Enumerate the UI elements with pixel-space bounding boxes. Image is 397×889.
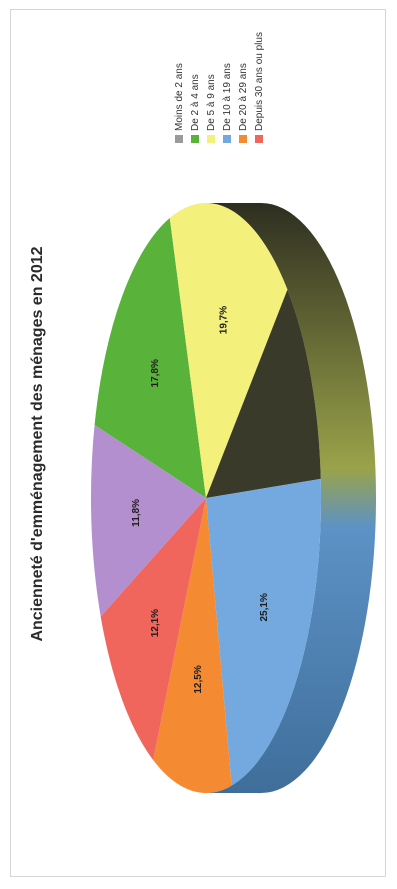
legend-item: De 10 à 19 ans xyxy=(219,32,235,143)
slice-label: 19,7% xyxy=(218,306,229,334)
slice-label: 25,1% xyxy=(259,593,270,621)
pie-chart: 17,8% 19,7% 25,1% 12,5% 12,1% 11,8% xyxy=(91,203,376,793)
legend-label: De 2 à 4 ans xyxy=(189,74,201,131)
pie-slice xyxy=(91,425,206,617)
legend-item: De 5 à 9 ans xyxy=(203,32,219,143)
pie-slice xyxy=(206,289,321,498)
legend-swatch xyxy=(207,135,215,143)
legend-label: De 20 à 29 ans xyxy=(237,63,249,131)
legend-swatch xyxy=(191,135,199,143)
legend-label: Moins de 2 ans xyxy=(173,63,185,131)
slice-label: 12,5% xyxy=(193,665,204,693)
chart-frame: Ancienneté d'emménagement des ménages en… xyxy=(10,9,386,877)
pie-slice xyxy=(94,218,206,498)
legend: Moins de 2 ans De 2 à 4 ans De 5 à 9 ans… xyxy=(171,32,267,143)
legend-item: De 20 à 29 ans xyxy=(235,32,251,143)
slice-label: 17,8% xyxy=(150,359,161,387)
slice-label: 12,1% xyxy=(150,609,161,637)
legend-swatch xyxy=(239,135,247,143)
legend-swatch xyxy=(223,135,231,143)
legend-swatch xyxy=(255,135,263,143)
chart-rotated-layer: Ancienneté d'emménagement des ménages en… xyxy=(11,10,387,878)
legend-item: Depuis 30 ans ou plus xyxy=(251,32,267,143)
legend-swatch xyxy=(175,135,183,143)
pie-side-band xyxy=(206,203,376,793)
pie-slice xyxy=(153,498,232,793)
legend-label: De 5 à 9 ans xyxy=(205,74,217,131)
legend-item: De 2 à 4 ans xyxy=(187,32,203,143)
pie-slice xyxy=(169,203,288,498)
slice-label: 11,8% xyxy=(131,499,142,527)
pie-slice xyxy=(206,478,321,786)
legend-label: De 10 à 19 ans xyxy=(221,63,233,131)
legend-label: Depuis 30 ans ou plus xyxy=(253,32,265,131)
legend-item: Moins de 2 ans xyxy=(171,32,187,143)
pie-slice xyxy=(100,498,206,760)
